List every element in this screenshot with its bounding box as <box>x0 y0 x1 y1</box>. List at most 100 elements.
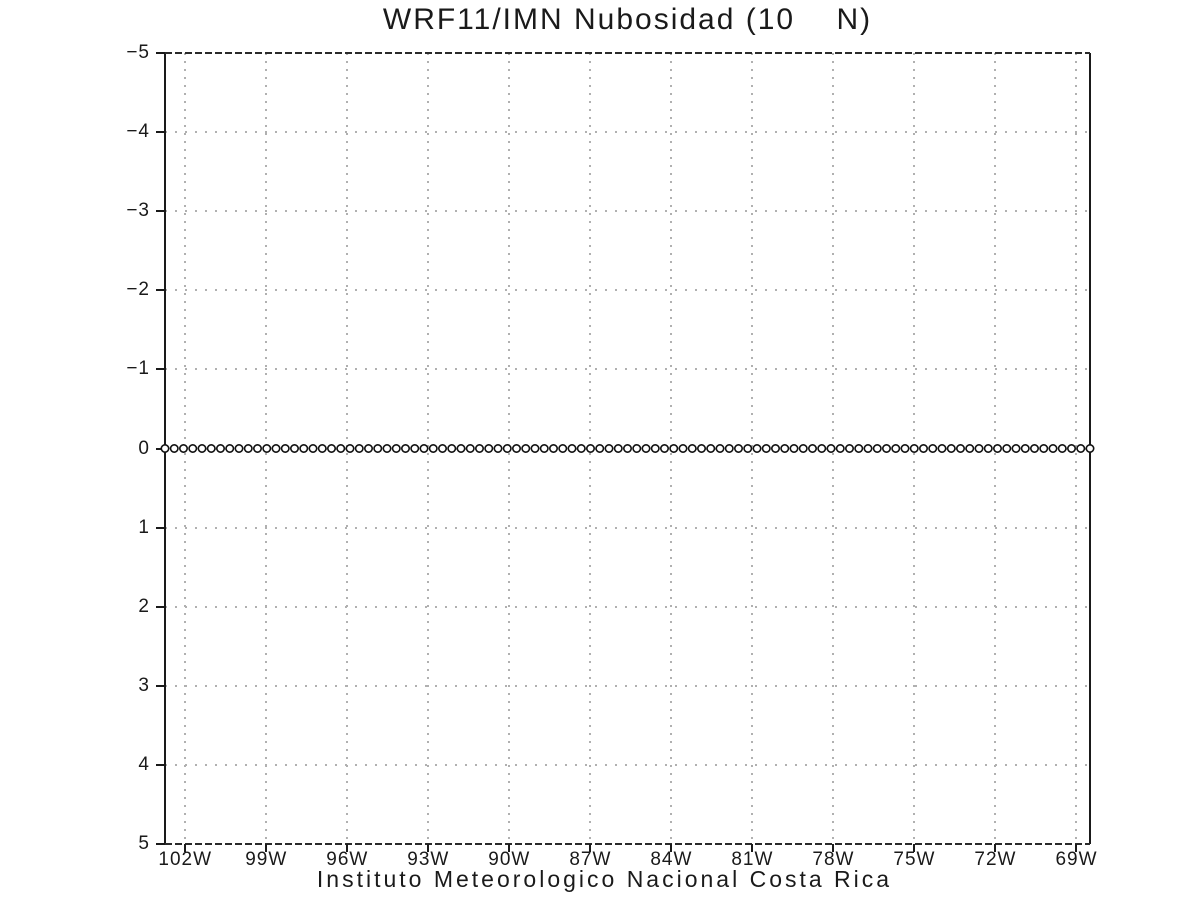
gridline-horizontal <box>165 763 1090 766</box>
y-tick-label: 0 <box>138 437 150 459</box>
data-point-marker <box>992 443 1002 453</box>
x-tick-label: 96W <box>326 849 369 870</box>
y-tick-mark <box>156 526 165 529</box>
x-tick-label: 102W <box>158 849 213 870</box>
data-point-marker <box>530 443 540 453</box>
data-point-marker <box>437 443 447 453</box>
data-point-marker <box>863 443 873 453</box>
y-tick-label: −1 <box>126 358 150 380</box>
y-tick-label: 2 <box>138 595 150 617</box>
data-point-marker <box>401 443 411 453</box>
data-point-marker <box>539 443 549 453</box>
y-tick-label: −4 <box>126 121 150 143</box>
data-point-marker <box>391 443 401 453</box>
y-tick-mark <box>156 131 165 134</box>
data-point-marker <box>160 443 170 453</box>
data-point-marker <box>336 443 346 453</box>
data-point-marker <box>1076 443 1086 453</box>
data-point-marker <box>937 443 947 453</box>
data-point-marker <box>576 443 586 453</box>
data-point-marker <box>696 443 706 453</box>
gridline-horizontal <box>165 131 1090 134</box>
x-tick-label: 84W <box>650 849 693 870</box>
data-point-marker <box>733 443 743 453</box>
data-point-marker <box>474 443 484 453</box>
data-point-marker <box>1029 443 1039 453</box>
y-tick-label: 1 <box>138 516 150 538</box>
data-point-marker <box>835 443 845 453</box>
data-point-marker <box>1039 443 1049 453</box>
x-tick-label: 69W <box>1055 849 1098 870</box>
data-point-marker <box>299 443 309 453</box>
gridline-horizontal <box>165 368 1090 371</box>
data-point-marker <box>706 443 716 453</box>
data-point-marker <box>188 443 198 453</box>
x-tick-mark <box>184 844 187 852</box>
data-point-marker <box>364 443 374 453</box>
y-tick-label: −3 <box>126 200 150 222</box>
data-point-marker <box>752 443 762 453</box>
data-point-marker <box>262 443 272 453</box>
data-point-marker <box>909 443 919 453</box>
data-point-marker <box>928 443 938 453</box>
y-tick-mark <box>156 684 165 687</box>
y-tick-mark <box>156 843 165 845</box>
data-point-marker <box>965 443 975 453</box>
data-point-marker <box>548 443 558 453</box>
y-tick-label: 5 <box>138 833 150 854</box>
y-tick-mark <box>156 368 165 371</box>
data-point-marker <box>271 443 281 453</box>
data-point-marker <box>946 443 956 453</box>
y-tick-mark <box>156 289 165 292</box>
data-point-marker <box>215 443 225 453</box>
x-tick-mark <box>751 844 754 852</box>
gridline-vertical <box>751 53 754 844</box>
x-tick-label: 90W <box>488 849 531 870</box>
x-tick-mark <box>913 844 916 852</box>
data-point-marker <box>604 443 614 453</box>
data-point-marker <box>502 443 512 453</box>
data-point-marker <box>373 443 383 453</box>
gridline-horizontal <box>165 605 1090 608</box>
data-point-marker <box>826 443 836 453</box>
data-point-marker <box>761 443 771 453</box>
data-point-marker <box>567 443 577 453</box>
chart-title: WRF11/IMN Nubosidad (10 N) <box>382 3 873 36</box>
data-point-marker <box>280 443 290 453</box>
x-tick-mark <box>265 844 268 852</box>
data-point-marker <box>243 443 253 453</box>
data-point-marker <box>807 443 817 453</box>
data-point-marker <box>447 443 457 453</box>
data-point-marker <box>983 443 993 453</box>
data-point-marker <box>918 443 928 453</box>
x-tick-label: 99W <box>245 849 288 870</box>
data-point-marker <box>585 443 595 453</box>
axis-bottom <box>165 843 1090 845</box>
data-point-marker <box>521 443 531 453</box>
x-tick-label: 87W <box>569 849 612 870</box>
gridline-horizontal <box>165 684 1090 687</box>
data-point-marker <box>354 443 364 453</box>
x-tick-mark <box>832 844 835 852</box>
y-tick-label: −2 <box>126 279 150 301</box>
data-point-marker <box>197 443 207 453</box>
data-point-marker <box>798 443 808 453</box>
data-point-marker <box>1057 443 1067 453</box>
data-point-marker <box>900 443 910 453</box>
data-point-marker <box>179 443 189 453</box>
x-tick-mark <box>1075 844 1078 852</box>
data-point-marker <box>687 443 697 453</box>
data-point-marker <box>465 443 475 453</box>
gridline-horizontal <box>165 210 1090 213</box>
data-point-marker <box>410 443 420 453</box>
x-tick-mark <box>589 844 592 852</box>
data-point-marker <box>724 443 734 453</box>
x-tick-label: 75W <box>893 849 936 870</box>
data-point-marker <box>641 443 651 453</box>
data-point-marker <box>715 443 725 453</box>
data-point-marker <box>1002 443 1012 453</box>
data-point-marker <box>327 443 337 453</box>
y-tick-label: 4 <box>138 753 150 775</box>
x-axis-caption: Instituto Meteorologico Nacional Costa R… <box>316 866 893 892</box>
y-tick-label: 3 <box>138 674 150 696</box>
